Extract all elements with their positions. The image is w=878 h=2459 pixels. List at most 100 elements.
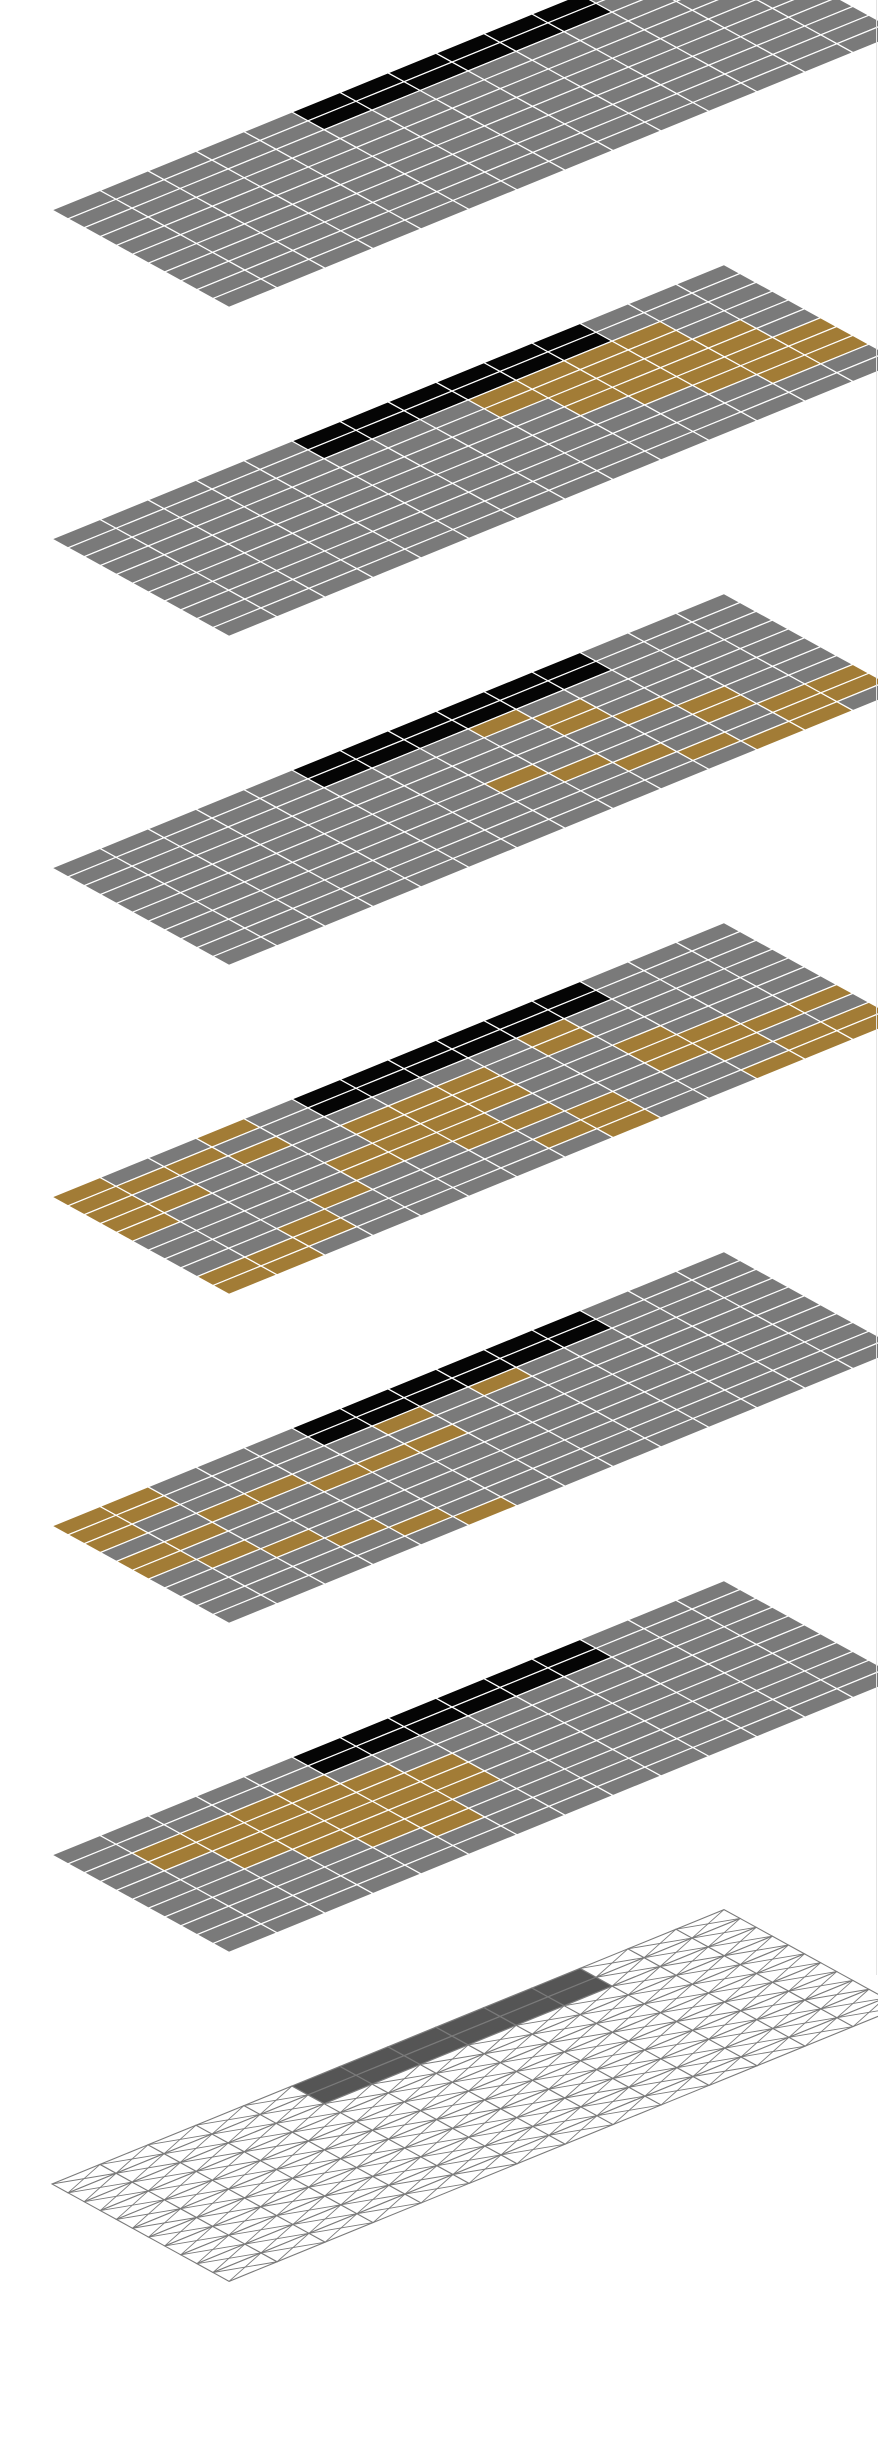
structure-brace-line [244, 2122, 277, 2153]
structure-brace-line [180, 2179, 213, 2209]
structure-brace-line [500, 2126, 534, 2156]
structure-brace-line [404, 2119, 437, 2149]
structure-brace-line [132, 2199, 165, 2229]
structure-brace-line [388, 2156, 422, 2186]
structure-brace-line [596, 2040, 629, 2070]
structure-brace-line [131, 2153, 165, 2183]
structure-brace-line [644, 2067, 678, 2097]
structure-brace-line [516, 2042, 549, 2072]
structure-brace-line [692, 2047, 726, 2077]
base-tile [835, 355, 878, 383]
structure-brace-line [548, 2106, 582, 2136]
structure-brace-line [643, 1928, 677, 1958]
structure-brace-line [196, 2188, 229, 2218]
structure-brace-line [660, 1983, 693, 2013]
structure-brace-line [628, 2058, 662, 2088]
structure-brace-line [852, 2003, 878, 2027]
structure-brace-line [756, 2036, 790, 2067]
structure-brace-line [644, 2021, 677, 2051]
structure-brace-line [724, 1926, 757, 1957]
structure-brace-line [580, 2031, 613, 2062]
base-tile [835, 684, 878, 712]
structure-brace-line [596, 2086, 630, 2117]
base-tile [819, 343, 878, 374]
structure-brace-line [196, 2234, 230, 2264]
structure-brace-line [228, 2206, 261, 2236]
structure-brace-line [532, 2097, 566, 2127]
structure-brace-line [659, 1937, 693, 1967]
layer-2-plan [50, 263, 878, 638]
structure-brace-line [516, 2088, 549, 2118]
structure-brace-line [275, 2094, 309, 2124]
structure-brace-line [772, 1953, 805, 1983]
structure-brace-line [676, 1946, 709, 1976]
base-tile [771, 0, 833, 18]
structure-brace-line [708, 2010, 741, 2040]
base-tile [835, 1671, 878, 1699]
structure-brace-line [388, 2110, 421, 2140]
structure-tile [819, 1988, 878, 2019]
structure-brace-line [244, 2169, 277, 2199]
structure-brace-line [611, 1957, 645, 1987]
structure-brace-line [740, 2028, 774, 2058]
structure-brace-line [612, 2003, 645, 2033]
structure-brace-line [276, 2232, 310, 2263]
structure-brace-line [596, 1994, 629, 2024]
structure-brace-line [708, 2056, 742, 2086]
structure-brace-line [660, 2030, 693, 2060]
structure-brace-line [836, 1988, 870, 2019]
base-tile [835, 26, 878, 54]
structure-brace-line [308, 2112, 341, 2142]
structure-brace-line [691, 1909, 725, 1939]
structure-brace-line [564, 2115, 598, 2145]
structure-brace-line [740, 1981, 773, 2012]
layer-3-plan [50, 592, 878, 967]
structure-brace-line [227, 2114, 261, 2144]
structure-brace-line [756, 1990, 789, 2020]
structure-brace-line [164, 2217, 197, 2247]
structure-brace-line [452, 2053, 485, 2083]
structure-brace-line [628, 1966, 661, 1996]
structure-brace-line [516, 2134, 550, 2165]
structure-brace-line [644, 1975, 677, 2005]
structure-brace-line [276, 2140, 309, 2170]
structure-brace-line [788, 2008, 822, 2038]
structure-brace-line [116, 2190, 149, 2220]
structure-brace-line [259, 2085, 293, 2115]
structure-brace-line [100, 2181, 133, 2211]
structure-brace-line [372, 2101, 405, 2131]
highlight-tile [819, 1001, 878, 1032]
structure-brace-line [740, 1935, 773, 1965]
structure-brace-line [356, 2138, 389, 2168]
structure-brace-line [500, 2079, 533, 2110]
structure-brace-line [692, 1955, 725, 1985]
structure-brace-line [708, 1964, 741, 1994]
structure-brace-line [244, 2215, 278, 2245]
structure-brace-line [308, 2204, 342, 2234]
base-tile [691, 0, 757, 20]
structure-brace-line [612, 2095, 646, 2125]
structure-brace-line [260, 2177, 293, 2208]
structure-brace-line [148, 2208, 181, 2238]
structure-brace-line [724, 2019, 758, 2049]
structure-brace-line [772, 1999, 806, 2029]
structure-brace-line [276, 2186, 309, 2216]
layer-6-plan [50, 1579, 878, 1954]
structure-brace-line [468, 2062, 501, 2092]
structure-brace-line [484, 2117, 518, 2147]
structure-brace-line [292, 2149, 325, 2179]
structure-brace-line [580, 1985, 613, 2015]
structure-brace-line [500, 2033, 533, 2063]
structure-brace-line [676, 2038, 710, 2068]
highlight-tile [835, 1013, 878, 1041]
structure-brace-line [724, 1973, 757, 2003]
base-tile [756, 0, 795, 9]
structure-brace-line [292, 2103, 325, 2133]
structure-brace-line [67, 2164, 101, 2194]
structure-brace-line [692, 2001, 725, 2031]
structure-brace-line [180, 2226, 213, 2256]
structure-brace-line [148, 2162, 181, 2192]
structure-brace-line [340, 2176, 374, 2206]
